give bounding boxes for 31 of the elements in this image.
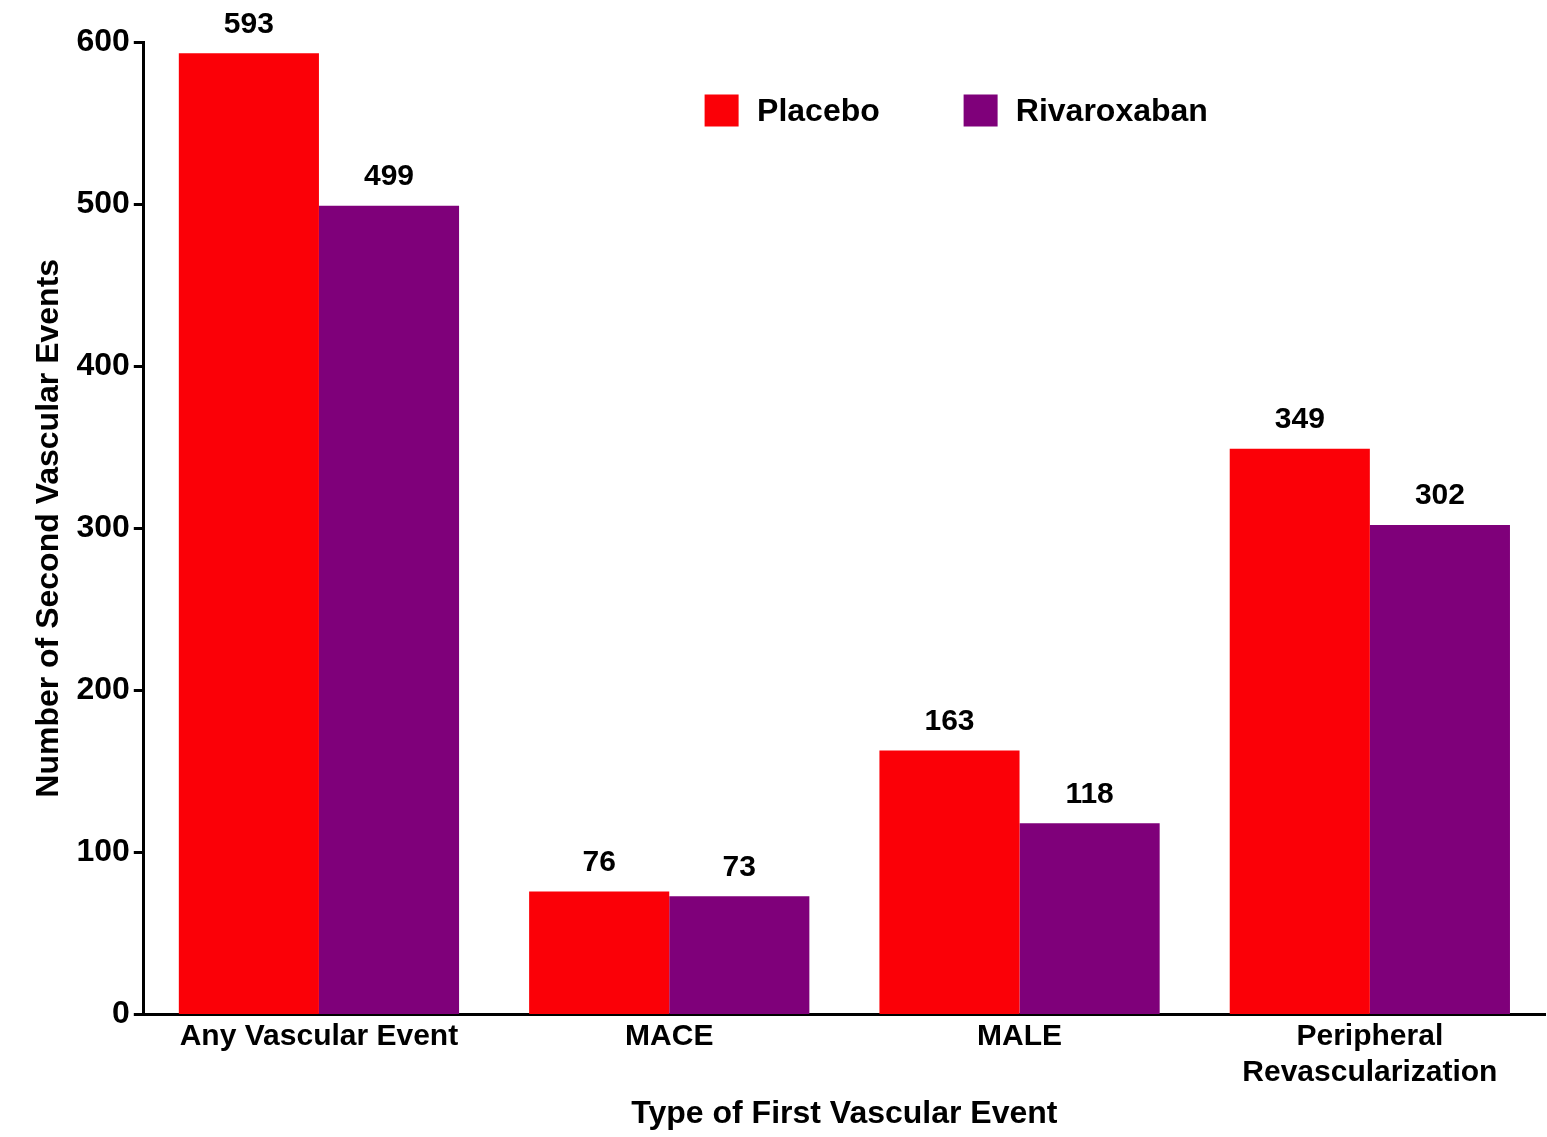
y-tick-label: 100 — [76, 832, 130, 869]
legend-label: Placebo — [757, 91, 880, 129]
y-tick-label: 600 — [76, 21, 130, 58]
y-tick-label: 200 — [76, 670, 130, 707]
data-label: 349 — [1274, 401, 1325, 435]
bar — [669, 896, 810, 1015]
data-label: 73 — [722, 848, 756, 882]
x-tick-label: MACE — [625, 1017, 714, 1051]
data-label: 593 — [223, 5, 274, 39]
y-tick-label: 0 — [111, 994, 130, 1031]
x-axis-title: Type of First Vascular Event — [631, 1093, 1058, 1130]
y-axis-title: Number of Second Vascular Events — [29, 258, 66, 798]
y-tick-label: 300 — [76, 508, 130, 545]
bar — [318, 205, 460, 1015]
bar — [1019, 823, 1160, 1015]
x-tick-label: MALE — [977, 1017, 1063, 1051]
y-tick-label: 400 — [76, 346, 130, 383]
x-tick-label: Peripheral Revascularization — [1242, 1017, 1498, 1087]
bar — [1369, 525, 1510, 1015]
data-label: 499 — [363, 157, 415, 191]
bar — [178, 53, 319, 1015]
bar — [1229, 448, 1370, 1015]
data-label: 163 — [924, 702, 975, 736]
x-tick-label: Any Vascular Event — [179, 1017, 459, 1051]
legend-label: Rivaroxaban — [1015, 91, 1208, 129]
data-label: 302 — [1414, 477, 1465, 511]
bar — [879, 750, 1020, 1015]
data-label: 118 — [1065, 775, 1114, 809]
y-tick-label: 500 — [76, 183, 130, 220]
bar — [529, 891, 670, 1015]
data-label: 76 — [582, 843, 616, 877]
